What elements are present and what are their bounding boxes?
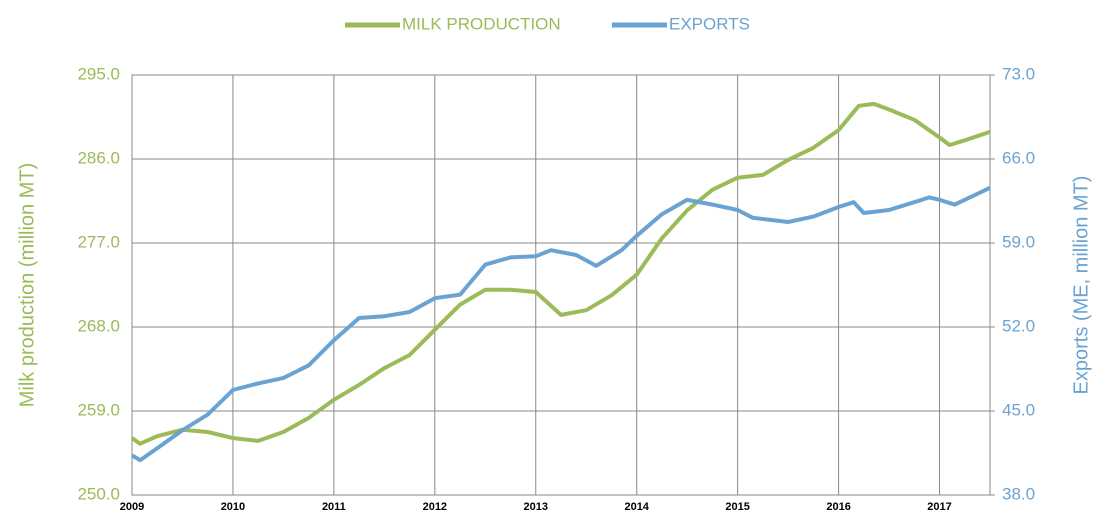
y-tick-label: 259.0	[77, 400, 120, 419]
x-tick-label: 2013	[524, 501, 548, 513]
plot-border	[131, 74, 991, 496]
x-tick-label: 2014	[624, 501, 649, 513]
legend-label: EXPORTS	[669, 14, 750, 33]
y2-tick-label: 59.0	[1002, 232, 1035, 251]
series-line	[130, 185, 991, 463]
x-tick-label: 2012	[423, 501, 447, 513]
x-tick-label: 2015	[725, 501, 749, 513]
y-tick-label: 295.0	[77, 64, 120, 83]
legend-label: MILK PRODUCTION	[402, 14, 561, 33]
y2-tick-label: 52.0	[1002, 316, 1035, 335]
y2-tick-label: 66.0	[1002, 148, 1035, 167]
y-tick-label: 268.0	[77, 316, 120, 335]
y2-tick-label: 73.0	[1002, 64, 1035, 83]
x-tick-label: 2017	[927, 501, 951, 513]
y2-tick-label: 38.0	[1002, 484, 1035, 503]
y-tick-label: 286.0	[77, 148, 120, 167]
y-tick-label: 250.0	[77, 484, 120, 503]
y2-tick-label: 45.0	[1002, 400, 1035, 419]
y-tick-label: 277.0	[77, 232, 120, 251]
x-tick-label: 2011	[322, 501, 346, 513]
x-tick-label: 2016	[826, 501, 850, 513]
x-tick-label: 2009	[120, 501, 144, 513]
x-tick-label: 2010	[221, 501, 245, 513]
y-axis-title: Milk production (million MT)	[16, 163, 38, 408]
series-line	[130, 101, 991, 446]
y2-axis-title: Exports (ME, million MT)	[1070, 176, 1092, 395]
